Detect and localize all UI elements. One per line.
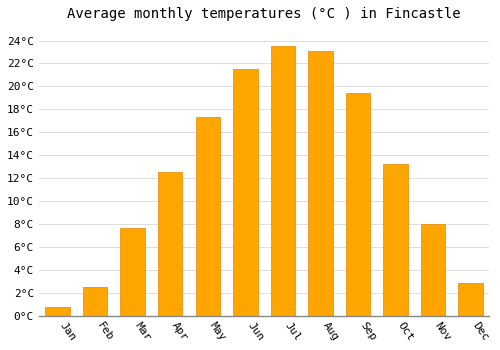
Bar — [384, 164, 407, 316]
Bar — [120, 228, 145, 316]
Bar — [270, 46, 295, 316]
Bar — [46, 307, 70, 316]
Bar — [233, 69, 258, 316]
Bar — [421, 224, 446, 316]
Title: Average monthly temperatures (°C ) in Fincastle: Average monthly temperatures (°C ) in Fi… — [68, 7, 461, 21]
Bar — [158, 173, 182, 316]
Bar — [308, 51, 332, 316]
Bar — [458, 282, 483, 316]
Bar — [83, 287, 108, 316]
Bar — [346, 93, 370, 316]
Bar — [196, 117, 220, 316]
